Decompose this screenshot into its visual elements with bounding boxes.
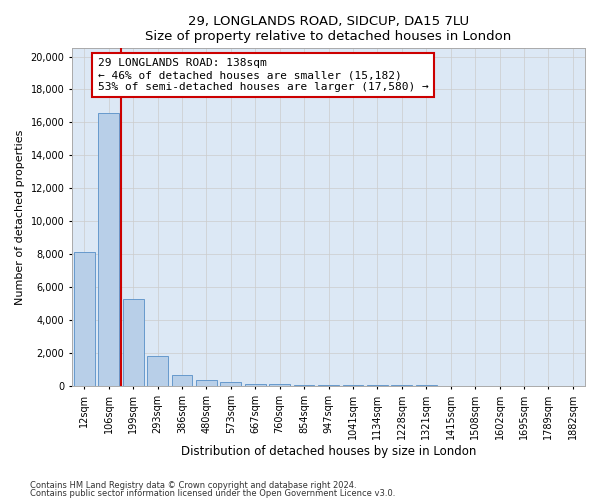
Text: Contains HM Land Registry data © Crown copyright and database right 2024.: Contains HM Land Registry data © Crown c… [30, 480, 356, 490]
Bar [294, 384, 314, 386]
Bar [269, 384, 290, 386]
Bar [343, 385, 364, 386]
Text: Contains public sector information licensed under the Open Government Licence v3: Contains public sector information licen… [30, 489, 395, 498]
Y-axis label: Number of detached properties: Number of detached properties [15, 130, 25, 305]
Bar [220, 382, 241, 386]
Bar [318, 385, 339, 386]
Bar [98, 112, 119, 386]
Bar [196, 380, 217, 386]
Bar [74, 252, 95, 386]
Bar [245, 384, 266, 386]
Text: 29 LONGLANDS ROAD: 138sqm
← 46% of detached houses are smaller (15,182)
53% of s: 29 LONGLANDS ROAD: 138sqm ← 46% of detac… [98, 58, 428, 92]
Bar [147, 356, 168, 386]
Bar [123, 298, 143, 386]
X-axis label: Distribution of detached houses by size in London: Distribution of detached houses by size … [181, 444, 476, 458]
Bar [172, 375, 193, 386]
Title: 29, LONGLANDS ROAD, SIDCUP, DA15 7LU
Size of property relative to detached house: 29, LONGLANDS ROAD, SIDCUP, DA15 7LU Siz… [145, 15, 512, 43]
